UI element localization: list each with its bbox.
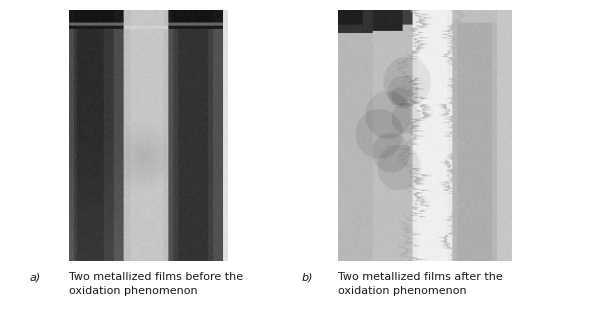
Text: Two metallized films after the
oxidation phenomenon: Two metallized films after the oxidation… bbox=[338, 272, 503, 296]
Text: Two metallized films before the
oxidation phenomenon: Two metallized films before the oxidatio… bbox=[69, 272, 243, 296]
Text: a): a) bbox=[30, 272, 41, 282]
Text: b): b) bbox=[302, 272, 313, 282]
